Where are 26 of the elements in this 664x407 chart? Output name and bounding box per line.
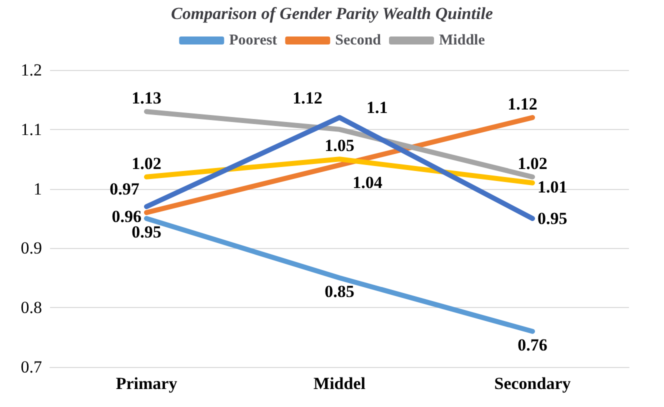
- chart-title: Comparison of Gender Parity Wealth Quintile: [171, 4, 494, 23]
- data-label: 1.1: [366, 98, 388, 117]
- data-label: 0.97: [110, 180, 140, 199]
- data-label: 1.02: [518, 154, 548, 173]
- data-label: 1.13: [132, 88, 162, 108]
- data-label: 0.76: [518, 335, 548, 354]
- y-tick-label: 0.9: [20, 238, 42, 258]
- data-label: 1.04: [352, 173, 383, 192]
- data-label: 0.95: [538, 209, 568, 228]
- data-label: 1.12: [508, 94, 538, 114]
- y-tick-label: 1: [34, 179, 42, 198]
- data-label: 1.05: [324, 136, 354, 156]
- data-label: 1.02: [132, 154, 162, 173]
- data-label: 0.85: [324, 282, 354, 301]
- x-tick-label: Middel: [314, 374, 366, 393]
- legend-label: Middle: [439, 32, 486, 48]
- y-tick-label: 0.8: [20, 298, 42, 318]
- data-label: 1.01: [538, 177, 568, 196]
- data-label: 1.12: [292, 88, 322, 108]
- y-tick-label: 1.1: [20, 120, 42, 139]
- y-tick-label: 0.7: [20, 358, 42, 376]
- x-tick-label: Primary: [116, 374, 178, 393]
- legend-label: Poorest: [229, 32, 278, 48]
- y-tick-label: 1.2: [20, 60, 42, 80]
- x-tick-label: Secondary: [494, 374, 572, 393]
- legend-label: Second: [335, 32, 382, 48]
